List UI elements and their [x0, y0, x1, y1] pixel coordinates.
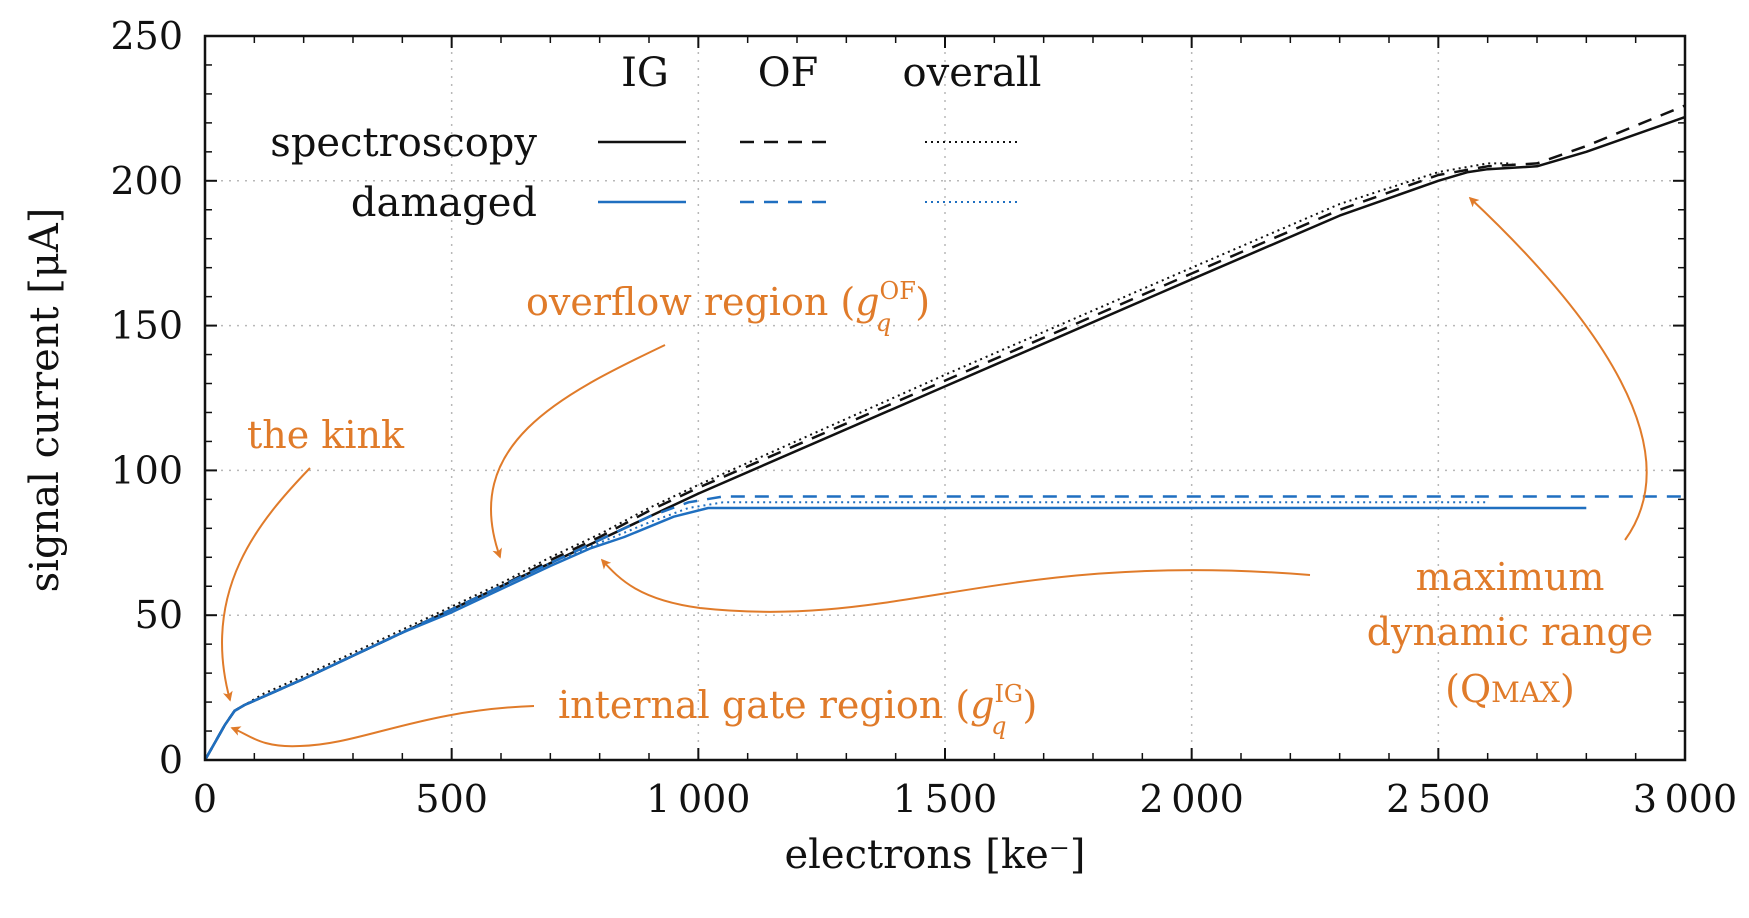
x-tick-label: 2 000: [1140, 777, 1244, 821]
annotation-overflow-end: ): [915, 280, 930, 324]
series-line-spectroscopy-OF: [203, 104, 1686, 761]
annotation-ig-sub: q: [991, 712, 1006, 740]
legend-col-overall: overall: [903, 50, 1042, 96]
legend-row-spectroscopy: spectroscopy: [270, 120, 537, 166]
series-line-damaged-overall: [204, 501, 1488, 761]
y-axis-label: signal current [μA]: [22, 208, 68, 593]
annotation-ig-sup: IG: [994, 680, 1023, 708]
legend-col-of: OF: [758, 50, 819, 96]
x-tick-label: 2 500: [1386, 777, 1490, 821]
annotation-the-kink: the kink: [247, 413, 405, 457]
annotation-arrow-maximum-right: [1468, 196, 1648, 541]
annotation-arrow-internal-gate: [230, 705, 535, 748]
series-line-spectroscopy-overall: [204, 162, 1513, 761]
annotation-overflow-text: overflow region (: [526, 280, 855, 324]
tick-labels: 0 500 1 000 1 500 2 000 2 500 3 000 0 50 100 150 20…: [110, 14, 1737, 821]
x-tick-label: 1 500: [893, 777, 997, 821]
legend-row-damaged: damaged: [351, 180, 537, 226]
x-tick-label: 0: [193, 777, 217, 821]
annotation-arrow-overflow: [489, 344, 666, 559]
annotation-overflow-sup: OF: [880, 277, 916, 305]
annotation-qmax-close: ): [1560, 667, 1575, 711]
annotation-overflow-g: g: [855, 280, 879, 324]
legend-col-ig: IG: [621, 50, 669, 96]
ticks: [204, 35, 1686, 761]
annotation-dynamic-range: dynamic range: [1367, 610, 1654, 654]
y-tick-label: 250: [110, 14, 183, 58]
y-tick-label: 200: [110, 159, 183, 203]
series-layer: [203, 104, 1686, 761]
annotation-qmax: (QMAX): [1445, 667, 1575, 711]
annotation-internal-gate-region: internal gate region (gIG q): [558, 680, 1037, 740]
annotation-overflow-region: overflow region (gOF q): [526, 277, 930, 337]
annotations: the kink overflow region (gOF q) internal…: [220, 196, 1654, 748]
annotation-maximum: maximum: [1416, 555, 1605, 599]
y-tick-label: 150: [110, 304, 183, 348]
y-tick-label: 50: [135, 593, 183, 637]
y-tick-label: 100: [110, 448, 183, 492]
y-tick-label: 0: [159, 738, 183, 782]
annotation-arrow-maximum-left: [600, 558, 1311, 613]
annotation-ig-g: g: [970, 683, 994, 727]
annotation-arrow-the-kink: [220, 467, 311, 702]
legend: IG OF overall spectroscopy damaged: [270, 50, 1041, 226]
annotation-ig-text: internal gate region (: [558, 683, 970, 727]
x-tick-label: 1 000: [646, 777, 750, 821]
annotation-overflow-sub: q: [876, 309, 891, 337]
x-tick-label: 3 000: [1633, 777, 1737, 821]
annotation-ig-end: ): [1022, 683, 1037, 727]
x-axis-label: electrons [ke⁻]: [784, 832, 1085, 878]
x-tick-label: 500: [415, 777, 488, 821]
annotation-qmax-sc: MAX: [1491, 676, 1560, 709]
annotation-qmax-open: (Q: [1445, 667, 1491, 711]
